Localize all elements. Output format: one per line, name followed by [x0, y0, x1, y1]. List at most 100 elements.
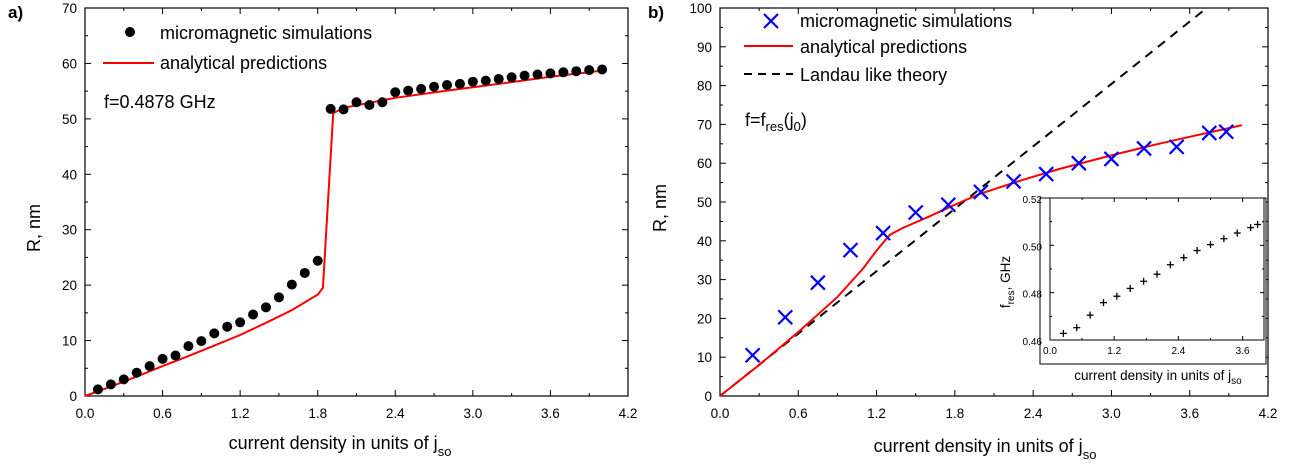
a-ytick-label-2: 20	[62, 278, 77, 293]
panel-a-label: a)	[8, 3, 23, 22]
panel-b-xlabel: current density in units of jso	[874, 436, 1097, 462]
inset-plus-marker-13	[1233, 229, 1241, 237]
sim-point-11	[235, 317, 246, 328]
a-xtick-label-2: 1.2	[231, 406, 250, 421]
sim-point-26	[429, 81, 440, 92]
panel-a-xlabel: current density in units of jso	[229, 433, 452, 459]
sim-point-27	[442, 80, 452, 91]
sim-point-24	[403, 85, 414, 96]
legend-label-landau: Landau like theory	[800, 65, 947, 85]
sim-x-marker-4	[875, 225, 891, 241]
sim-x-marker-13	[1168, 139, 1185, 155]
sim-x-marker-0	[744, 347, 761, 364]
panel-a-marks	[84, 64, 608, 397]
sim-point-1	[105, 379, 116, 390]
sim-x-marker-7	[973, 184, 989, 200]
inset-frame	[1039, 197, 1267, 365]
a-ytick-label-6: 60	[62, 56, 77, 71]
sim-point-6	[170, 350, 181, 361]
a-ytick-label-3: 30	[62, 223, 77, 238]
panel-a-xlabel-main: current density in units of j	[229, 433, 438, 453]
panel-a-xlabel-sub: so	[438, 444, 452, 459]
sim-point-37	[571, 66, 582, 77]
inset-plus-marker-4	[1113, 292, 1121, 300]
sim-point-22	[377, 97, 388, 108]
inset-plus-marker-0	[1059, 329, 1067, 337]
inset-marks	[1059, 221, 1262, 337]
sim-point-5	[157, 353, 168, 364]
sim-x-marker-15	[1218, 123, 1235, 140]
sim-point-36	[558, 67, 569, 78]
panel-b: b) 0.0 0.6 1.2 1.8 2.4 3.0 3.6 4.2 0 10 20 30 40 50 60…	[648, 1, 1277, 462]
inset-plus-marker-14	[1247, 224, 1255, 232]
inset-plus-marker-9	[1180, 254, 1188, 262]
sim-point-39	[597, 64, 608, 75]
sim-point-23	[390, 87, 401, 98]
b-ytick-label-2: 20	[697, 311, 712, 326]
panel-b-axes: 0.0 0.6 1.2 1.8 2.4 3.0 3.6 4.2 0 10 20 30 40 50 60 70 8…	[689, 1, 1277, 421]
b-ytick-label-0: 0	[704, 389, 712, 404]
sim-point-15	[286, 279, 297, 290]
sim-point-33	[519, 70, 530, 81]
legend-label-simulations-b: micromagnetic simulations	[800, 11, 1012, 31]
sim-point-21	[364, 100, 375, 110]
sim-point-19	[338, 104, 349, 115]
legend-marker-simulations-x	[763, 13, 779, 29]
sim-point-29	[467, 76, 478, 87]
legend-label-analytical: analytical predictions	[160, 53, 327, 73]
panel-b-inset: 0.0 1.2 2.4 3.6 0.46 0.48 0.50 0.52 fres, GHz c…	[998, 195, 1267, 387]
panel-b-label: b)	[648, 3, 664, 22]
sim-x-marker-2	[810, 274, 826, 291]
inset-ytick-label-0: 0.46	[1023, 337, 1043, 348]
a-xtick-label-1: 0.6	[153, 406, 172, 421]
b-xtick-label-0: 0.0	[711, 406, 730, 421]
a-ytick-label-4: 40	[62, 167, 77, 182]
sim-point-32	[506, 72, 517, 83]
inset-axes: 0.0 1.2 2.4 3.6 0.46 0.48 0.50 0.52	[1023, 195, 1265, 357]
legend-label-simulations: micromagnetic simulations	[160, 23, 372, 43]
a-xtick-label-5: 3.0	[463, 406, 482, 421]
sim-point-18	[325, 103, 336, 114]
panel-b-ylabel: R, nm	[650, 184, 670, 232]
b-ytick-label-6: 60	[697, 156, 712, 171]
inset-xtick-label-2: 2.4	[1171, 346, 1185, 357]
sim-point-25	[416, 83, 427, 94]
b-ytick-label-3: 30	[697, 273, 712, 288]
inset-ylabel: fres, GHz	[998, 256, 1017, 308]
panel-b-xlabel-main: current density in units of j	[874, 436, 1083, 456]
inset-plus-marker-1	[1073, 324, 1081, 332]
sim-x-marker-11	[1103, 151, 1120, 167]
inset-xtick-label-3: 3.6	[1236, 346, 1250, 357]
sim-x-marker-6	[940, 196, 957, 213]
b-ytick-label-8: 80	[697, 79, 712, 94]
inset-xlabel: current density in units of jso	[1074, 368, 1242, 387]
panel-b-xlabel-sub: so	[1083, 447, 1097, 462]
panel-b-marks	[719, 7, 1243, 397]
inset-plus-marker-5	[1126, 284, 1134, 292]
a-xtick-label-4: 2.4	[386, 406, 405, 421]
panel-b-annotation: f=fres(j0)	[745, 110, 807, 134]
sim-point-0	[92, 384, 103, 395]
b-ytick-label-9: 90	[697, 40, 712, 55]
sim-point-28	[454, 78, 465, 89]
b-xtick-label-1: 0.6	[789, 406, 808, 421]
sim-x-marker-3	[842, 242, 859, 258]
b-xtick-label-2: 1.2	[867, 406, 886, 421]
inset-plus-marker-3	[1100, 299, 1107, 307]
b-ytick-label-4: 40	[697, 234, 712, 249]
sim-point-14	[273, 292, 284, 303]
sim-point-31	[493, 73, 504, 84]
inset-plus-marker-11	[1207, 241, 1214, 249]
inset-plus-marker-7	[1153, 270, 1161, 278]
series-analytical-line	[84, 69, 603, 397]
b-xtick-label-7: 4.2	[1259, 406, 1278, 421]
sim-x-marker-9	[1038, 166, 1054, 182]
a-ytick-label-5: 50	[62, 112, 77, 127]
sim-x-marker-14	[1201, 125, 1218, 141]
inset-plus-marker-10	[1193, 247, 1201, 255]
sim-point-35	[545, 68, 556, 79]
inset-ytick-label-3: 0.52	[1023, 195, 1043, 206]
b-ytick-label-1: 10	[697, 350, 712, 365]
a-xtick-label-0: 0.0	[76, 406, 95, 421]
